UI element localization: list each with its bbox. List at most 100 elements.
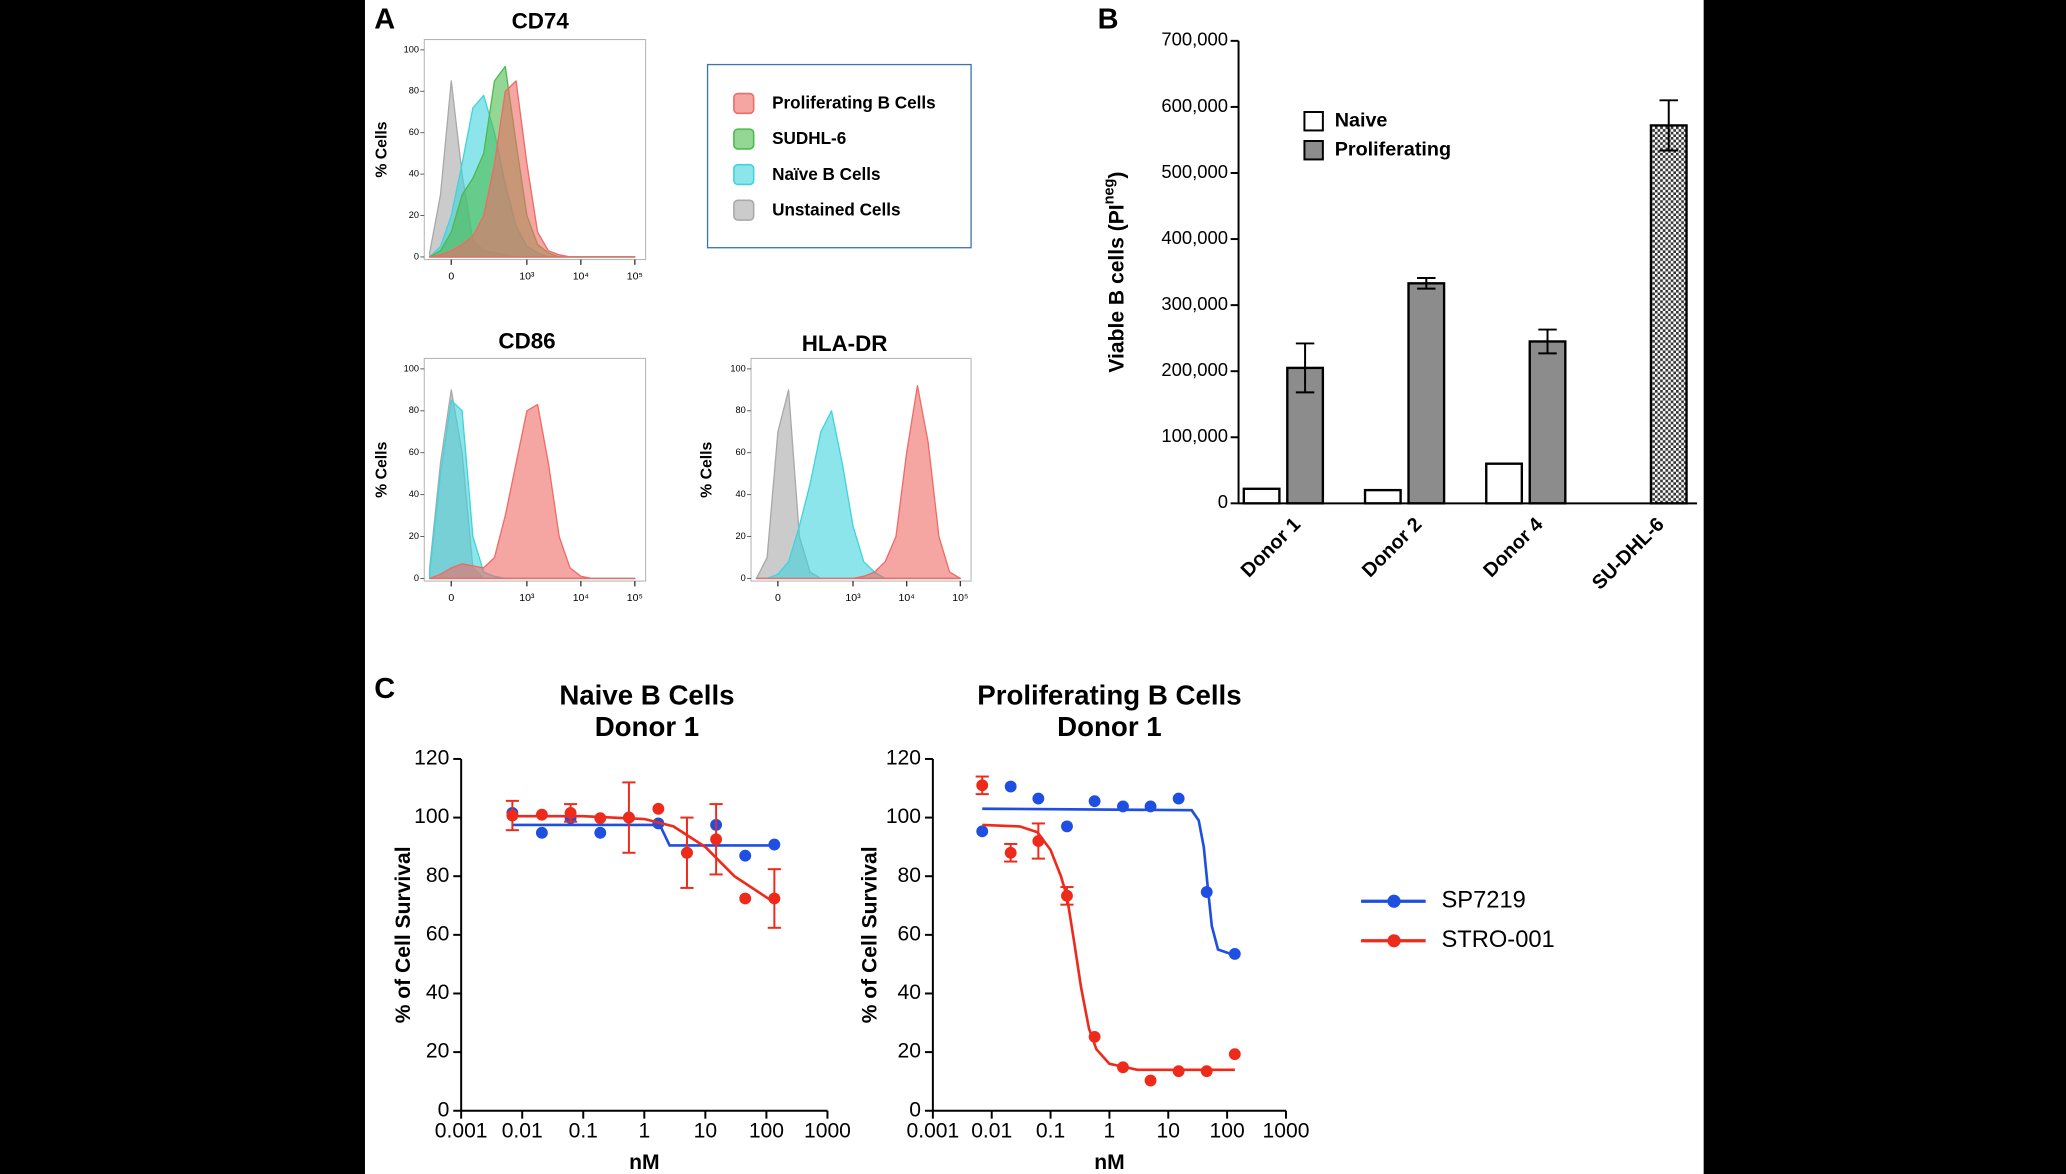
y-tick-label: 80	[409, 86, 419, 96]
x-tick-label: 1	[1104, 1119, 1116, 1142]
y-tick-label: 0	[414, 573, 419, 583]
histogram-area	[429, 403, 636, 580]
x-tick-label: 0.1	[569, 1119, 598, 1142]
x-tick-label: 10³	[519, 270, 535, 282]
data-point	[1088, 795, 1101, 808]
fit-curve	[512, 823, 775, 847]
x-tick-label: 10⁴	[573, 592, 589, 604]
data-point	[1172, 792, 1185, 805]
chart-title: Donor 1	[1057, 711, 1161, 742]
x-tick-label: 10³	[845, 592, 861, 604]
data-point	[1200, 886, 1213, 898]
x-tick-label: 0.01	[502, 1119, 543, 1142]
error-bar	[1417, 277, 1436, 290]
legend-label: SP7219	[1441, 888, 1525, 914]
y-tick-label: 300,000	[1161, 293, 1228, 314]
legend-label: SUDHL-6	[772, 129, 846, 148]
chart-title: Proliferating B Cells	[977, 679, 1241, 710]
x-tick-label: 0.001	[435, 1119, 488, 1142]
legend-swatch	[733, 128, 755, 150]
y-tick-label: 80	[898, 864, 921, 887]
legend-swatch	[1303, 140, 1324, 161]
x-tick-label: 1000	[1263, 1119, 1310, 1142]
chart-title: CD74	[512, 8, 570, 33]
y-tick-label: 40	[898, 981, 921, 1004]
data-point	[594, 826, 607, 839]
y-tick-label: 20	[426, 1040, 449, 1063]
y-tick-label: 200,000	[1161, 359, 1228, 380]
bar	[1363, 488, 1402, 505]
y-tick-label: 0	[1218, 491, 1228, 512]
bar	[1485, 462, 1524, 505]
y-tick-label: 20	[409, 531, 419, 541]
y-axis-label: Viable B cells (PIneg)	[1101, 172, 1128, 373]
y-axis-label: % Cells	[699, 441, 716, 497]
x-tick-label: 1	[638, 1119, 650, 1142]
y-tick-label: 80	[426, 864, 449, 887]
x-axis-label: nM	[629, 1151, 659, 1174]
legend-swatch	[1303, 111, 1324, 132]
data-point	[1172, 1065, 1185, 1078]
bar	[1407, 282, 1446, 505]
y-tick-label: 100	[404, 44, 419, 54]
y-tick-label: 40	[735, 489, 745, 499]
y-axis-label-part: Viable B cells (PI	[1105, 204, 1128, 372]
error-bar	[1538, 328, 1557, 355]
y-tick-label: 60	[898, 922, 921, 945]
y-tick-label: 60	[426, 922, 449, 945]
data-point	[768, 892, 781, 905]
x-tick-label: 0	[448, 270, 454, 282]
chart-title: HLA-DR	[802, 331, 888, 356]
x-tick-label: 10⁵	[952, 592, 968, 604]
chart-title: Donor 1	[595, 711, 699, 742]
data-point	[506, 809, 519, 822]
x-tick-label: 10	[1157, 1119, 1180, 1142]
fit-curve	[982, 807, 1236, 957]
legend-swatch	[733, 163, 755, 186]
data-point	[535, 808, 548, 821]
x-tick-label: 1000	[804, 1119, 851, 1142]
y-axis-label: % of Cell Survival	[858, 846, 881, 1023]
x-tick-label: 10⁴	[573, 270, 589, 282]
legend-swatch	[733, 92, 755, 115]
y-tick-label: 0	[414, 251, 419, 261]
data-point	[652, 802, 665, 815]
legend-label: Naïve B Cells	[772, 165, 880, 184]
data-point	[1032, 792, 1045, 805]
panel-label: A	[374, 4, 395, 36]
data-point	[564, 806, 577, 819]
legend-label: Unstained Cells	[772, 200, 900, 219]
panel-label: B	[1098, 4, 1119, 36]
x-axis-label: nM	[1094, 1151, 1124, 1174]
data-point	[1061, 889, 1073, 902]
y-axis-label-part: neg	[1101, 179, 1117, 205]
legend-label: Proliferating	[1335, 138, 1451, 160]
data-point	[976, 825, 989, 838]
y-tick-label: 40	[409, 489, 419, 499]
y-tick-label: 0	[438, 1098, 450, 1121]
y-tick-label: 600,000	[1161, 95, 1228, 116]
x-tick-label: 10⁴	[899, 592, 915, 604]
data-point	[1228, 947, 1241, 960]
data-point	[1144, 1074, 1157, 1087]
data-point	[623, 811, 635, 824]
data-point	[1117, 800, 1129, 813]
histogram-area	[755, 385, 962, 580]
legend-label: Proliferating B Cells	[772, 94, 936, 113]
bar	[1528, 340, 1567, 505]
fit-curve	[512, 814, 776, 904]
panel-label: C	[374, 673, 395, 705]
x-tick-label: 100	[1210, 1119, 1245, 1142]
y-tick-label: 120	[414, 747, 449, 770]
data-point	[1200, 1065, 1213, 1078]
y-tick-label: 500,000	[1161, 161, 1228, 182]
x-tick-label: 0	[448, 592, 454, 604]
legend-label: Naive	[1335, 109, 1388, 131]
y-tick-label: 100	[730, 363, 745, 373]
y-tick-label: 400,000	[1161, 227, 1228, 248]
x-tick-label: 0.001	[906, 1119, 959, 1142]
y-tick-label: 700,000	[1161, 29, 1228, 50]
x-tick-label: 10³	[519, 592, 535, 604]
